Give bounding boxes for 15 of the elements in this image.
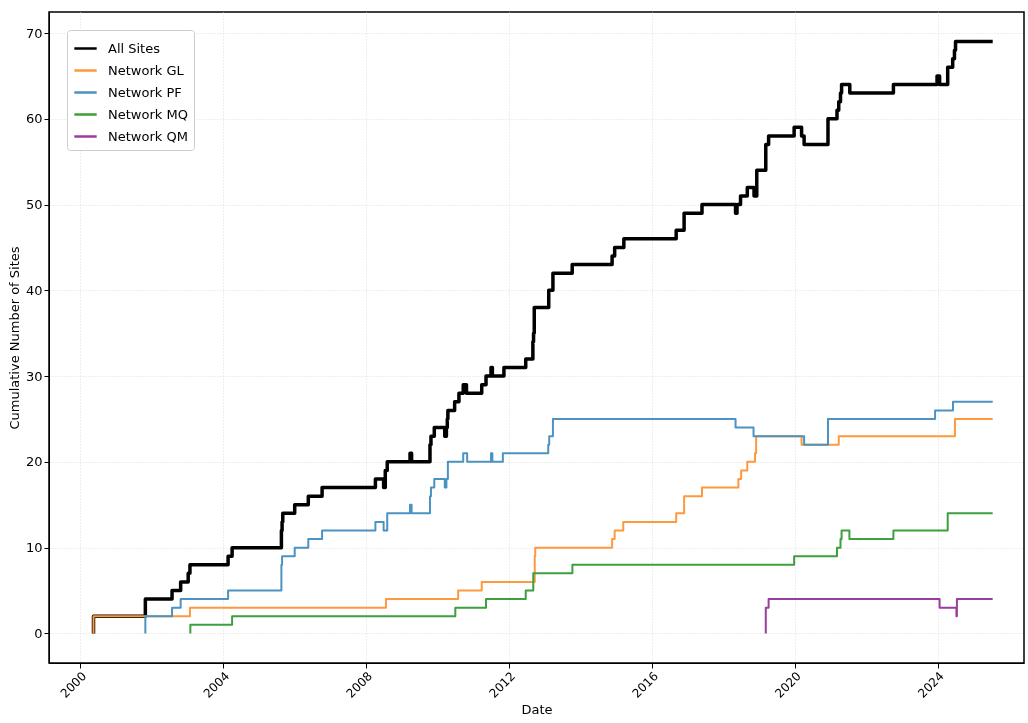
legend-label: Network MQ xyxy=(108,106,188,122)
y-tick-label: 30 xyxy=(25,368,43,384)
legend-label: Network QM xyxy=(108,128,188,144)
legend-label: All Sites xyxy=(108,40,161,56)
y-tick-label: 10 xyxy=(25,540,43,556)
y-tick-label: 0 xyxy=(34,625,43,641)
y-tick-label: 70 xyxy=(25,25,43,41)
y-axis-title: Cumulative Number of Sites xyxy=(6,246,22,430)
y-tick-label: 60 xyxy=(25,111,43,127)
legend-label: Network PF xyxy=(108,84,182,100)
y-tick-label: 40 xyxy=(25,282,43,298)
legend-label: Network GL xyxy=(108,62,185,78)
x-axis-title: Date xyxy=(521,701,553,717)
y-tick-label: 50 xyxy=(25,197,43,213)
y-tick-label: 20 xyxy=(25,454,43,470)
